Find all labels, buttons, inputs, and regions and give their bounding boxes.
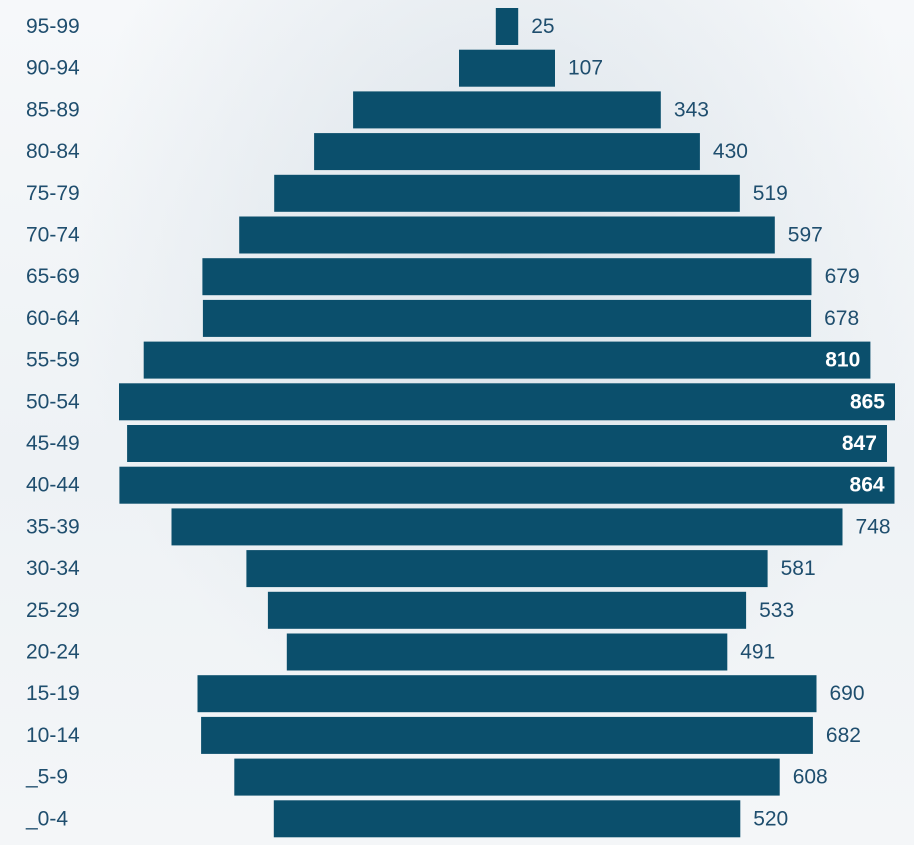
bar <box>119 466 895 504</box>
value-label: 690 <box>830 682 865 705</box>
category-label: 20-24 <box>26 641 80 664</box>
category-label: _0-4 <box>25 807 68 830</box>
value-label: 748 <box>856 515 891 538</box>
value-label: 810 <box>825 349 860 372</box>
category-label: 25-29 <box>26 599 80 622</box>
bar <box>201 716 813 754</box>
value-label: 682 <box>826 724 861 747</box>
bar <box>246 550 768 588</box>
value-label: 343 <box>674 98 709 121</box>
value-label: 491 <box>740 641 775 664</box>
value-label: 597 <box>788 224 823 247</box>
category-label: 70-74 <box>26 224 80 247</box>
bar <box>202 299 812 337</box>
value-label: 581 <box>781 557 816 580</box>
bar <box>127 425 888 462</box>
category-label: 10-14 <box>26 724 80 747</box>
category-label: 60-64 <box>26 307 80 330</box>
bar <box>197 675 817 713</box>
category-label: 85-89 <box>26 98 80 121</box>
category-label: 30-34 <box>26 557 80 580</box>
bar <box>239 216 775 254</box>
bar <box>314 133 700 171</box>
category-label: _5-9 <box>25 766 68 789</box>
category-label: 45-49 <box>26 432 80 455</box>
value-label: 865 <box>850 390 885 413</box>
category-label: 35-39 <box>26 515 80 538</box>
value-label: 679 <box>825 265 860 288</box>
value-label: 25 <box>531 15 554 38</box>
category-label: 15-19 <box>26 682 80 705</box>
bar <box>495 8 519 45</box>
bar <box>267 591 747 629</box>
bar <box>353 91 661 129</box>
value-label: 847 <box>842 432 877 455</box>
value-label: 519 <box>753 182 788 205</box>
category-label: 90-94 <box>26 57 80 80</box>
value-label: 678 <box>824 307 859 330</box>
value-label: 533 <box>759 599 794 622</box>
bar <box>202 258 812 296</box>
bar <box>459 49 555 87</box>
bar <box>119 383 895 421</box>
bar <box>273 800 741 838</box>
category-label: 80-84 <box>26 140 80 163</box>
bar <box>274 174 740 212</box>
value-label: 430 <box>713 140 748 163</box>
value-label: 520 <box>753 807 788 830</box>
bar <box>234 758 780 796</box>
category-label: 65-69 <box>26 265 80 288</box>
category-label: 75-79 <box>26 182 80 205</box>
bar <box>286 633 728 671</box>
category-label: 50-54 <box>26 390 80 413</box>
category-label: 40-44 <box>26 474 80 497</box>
category-label: 95-99 <box>26 15 80 38</box>
value-label: 107 <box>568 57 603 80</box>
value-label: 608 <box>793 766 828 789</box>
value-label: 864 <box>850 474 885 497</box>
category-label: 55-59 <box>26 349 80 372</box>
bar <box>143 341 871 379</box>
bar <box>171 508 843 546</box>
